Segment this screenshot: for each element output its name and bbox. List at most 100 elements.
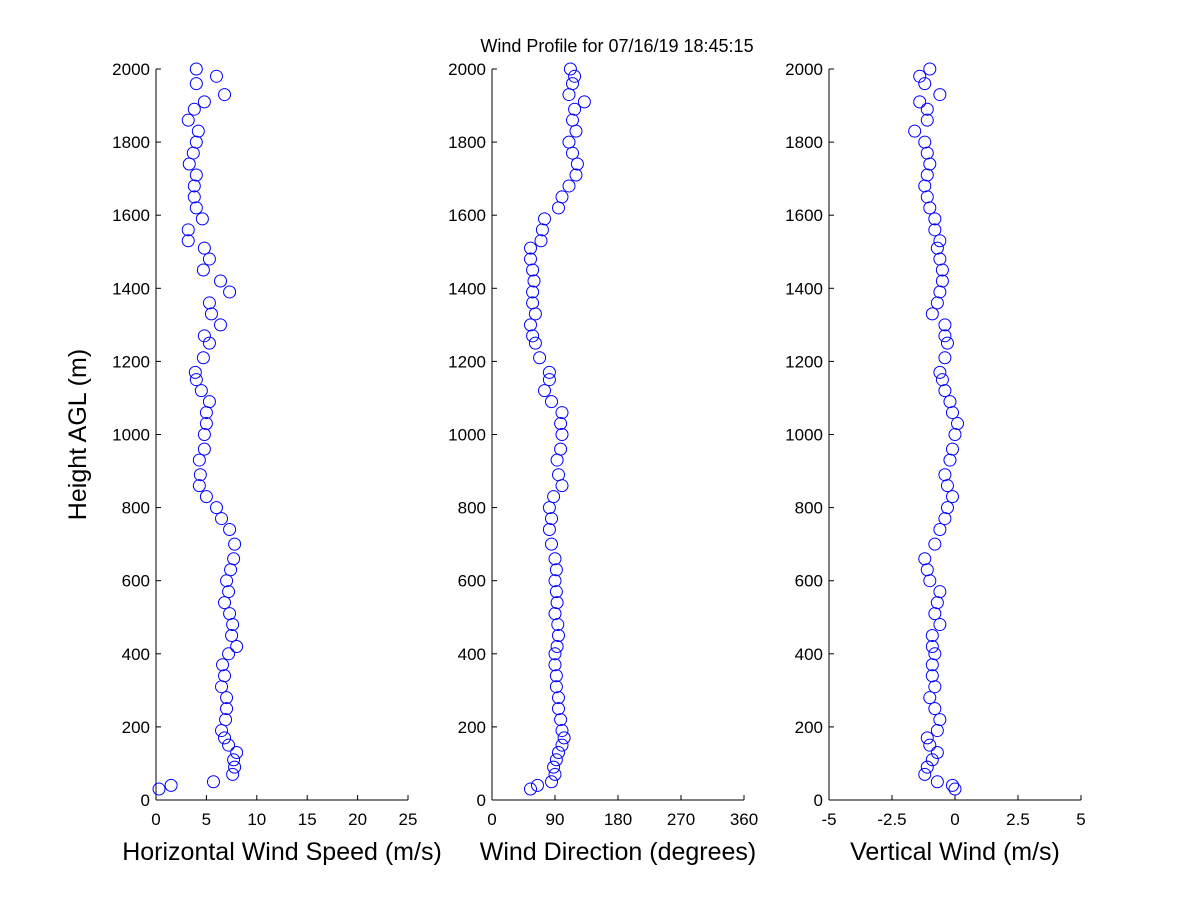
scatter-point bbox=[563, 62, 577, 76]
scatter-point bbox=[209, 69, 223, 83]
scatter-point bbox=[923, 738, 937, 752]
scatter-point bbox=[533, 351, 547, 365]
scatter-point bbox=[214, 318, 228, 332]
scatter-point bbox=[548, 552, 562, 566]
x-tick-label: 5 bbox=[1076, 810, 1085, 829]
y-tick-label: 400 bbox=[458, 645, 486, 664]
y-tick-label: 1200 bbox=[112, 352, 150, 371]
scatter-point bbox=[554, 442, 568, 456]
scatter-point bbox=[534, 234, 548, 248]
scatter-point bbox=[550, 596, 564, 610]
scatter-point bbox=[555, 406, 569, 420]
x-tick-label: 2.5 bbox=[1006, 810, 1030, 829]
scatter-point bbox=[152, 782, 166, 796]
scatter-point bbox=[216, 658, 230, 672]
scatter-point bbox=[928, 212, 942, 226]
y-tick-label: 1800 bbox=[448, 133, 486, 152]
scatter-point bbox=[925, 669, 939, 683]
scatter-point bbox=[557, 731, 571, 745]
scatter-point bbox=[925, 307, 939, 321]
y-tick-label: 1000 bbox=[785, 426, 823, 445]
scatter-point bbox=[199, 490, 213, 504]
scatter-point bbox=[189, 77, 203, 91]
scatter-point bbox=[548, 647, 562, 661]
x-axis-label: Horizontal Wind Speed (m/s) bbox=[122, 838, 442, 866]
scatter-point bbox=[920, 760, 934, 774]
scatter-point bbox=[204, 307, 218, 321]
scatter-point bbox=[202, 252, 216, 266]
scatter-point bbox=[227, 753, 241, 767]
scatter-point bbox=[187, 179, 201, 193]
scatter-point bbox=[566, 113, 579, 127]
y-axis-label: Height AGL (m) bbox=[64, 349, 92, 520]
scatter-point bbox=[933, 88, 947, 102]
scatter-point bbox=[545, 537, 558, 551]
scatter-point bbox=[197, 95, 211, 109]
scatter-point bbox=[945, 442, 959, 456]
scatter-point bbox=[933, 234, 947, 248]
scatter-point bbox=[545, 512, 558, 526]
scatter-point bbox=[192, 453, 206, 467]
scatter-point bbox=[209, 501, 223, 515]
scatter-point bbox=[189, 373, 203, 387]
scatter-point bbox=[195, 212, 209, 226]
scatter-point bbox=[206, 775, 220, 789]
scatter-point bbox=[913, 95, 927, 109]
scatter-point bbox=[568, 69, 582, 83]
scatter-point bbox=[569, 168, 583, 182]
scatter-point bbox=[189, 62, 203, 76]
scatter-point bbox=[918, 135, 932, 149]
scatter-point bbox=[923, 62, 937, 76]
y-tick-label: 2000 bbox=[112, 60, 150, 79]
scatter-point bbox=[548, 767, 562, 781]
x-tick-label: 0 bbox=[950, 810, 959, 829]
scatter-point bbox=[552, 468, 565, 482]
scatter-point bbox=[549, 753, 563, 767]
scatter-point bbox=[526, 263, 540, 277]
y-tick-label: 1400 bbox=[112, 279, 150, 298]
scatter-point bbox=[552, 629, 565, 643]
y-tick-label: 2000 bbox=[448, 60, 486, 79]
scatter-point bbox=[191, 124, 205, 138]
scatter-point bbox=[938, 468, 952, 482]
scatter-point bbox=[222, 647, 236, 661]
figure-title: Wind Profile for 07/16/19 18:45:15 bbox=[480, 36, 753, 56]
scatter-point bbox=[220, 691, 234, 705]
y-tick-label: 800 bbox=[122, 499, 150, 518]
x-tick-label: 360 bbox=[730, 810, 758, 829]
scatter-point bbox=[566, 77, 579, 91]
scatter-point bbox=[935, 373, 949, 387]
scatter-point bbox=[545, 775, 558, 789]
scatter-point bbox=[945, 490, 959, 504]
y-tick-label: 200 bbox=[458, 718, 486, 737]
scatter-point bbox=[218, 669, 232, 683]
scatter-point bbox=[181, 234, 195, 248]
x-tick-label: 25 bbox=[399, 810, 418, 829]
y-tick-label: 800 bbox=[458, 499, 486, 518]
scatter-point bbox=[928, 647, 942, 661]
x-tick-label: 90 bbox=[546, 810, 565, 829]
y-tick-label: 1200 bbox=[448, 352, 486, 371]
scatter-point bbox=[181, 113, 195, 127]
scatter-point bbox=[214, 274, 228, 288]
scatter-point bbox=[930, 745, 944, 759]
scatter-point bbox=[555, 190, 569, 204]
scatter-point bbox=[192, 479, 206, 493]
scatter-point bbox=[526, 329, 540, 343]
scatter-point bbox=[222, 585, 236, 599]
x-tick-label: 10 bbox=[247, 810, 266, 829]
scatter-point bbox=[542, 365, 556, 379]
scatter-point bbox=[202, 296, 216, 310]
scatter-point bbox=[187, 190, 201, 204]
x-tick-label: 5 bbox=[202, 810, 211, 829]
x-tick-label: 15 bbox=[298, 810, 317, 829]
scatter-point bbox=[918, 767, 932, 781]
scatter-point bbox=[547, 760, 561, 774]
scatter-point bbox=[189, 168, 203, 182]
y-tick-label: 400 bbox=[795, 645, 823, 664]
x-axis-label: Wind Direction (degrees) bbox=[480, 838, 757, 866]
scatter-point bbox=[225, 629, 239, 643]
scatter-point bbox=[549, 680, 563, 694]
scatter-point bbox=[223, 523, 237, 537]
